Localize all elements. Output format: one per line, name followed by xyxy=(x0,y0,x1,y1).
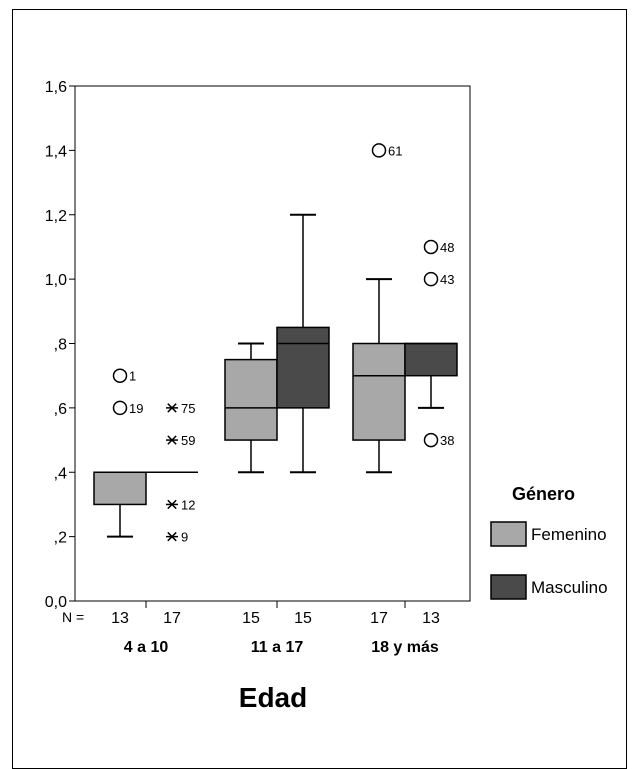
y-tick-label: ,8 xyxy=(54,337,67,354)
outlier-circle xyxy=(423,239,439,255)
outlier-star xyxy=(167,403,177,413)
y-tick-label: 1,0 xyxy=(45,272,67,289)
outlier-point: 61 xyxy=(371,143,402,158)
box-rect xyxy=(224,358,278,441)
outlier-point: 12 xyxy=(166,497,195,512)
outlier-circle xyxy=(112,368,128,383)
legend-label-masculino: Masculino xyxy=(531,578,608,597)
outlier-label: 48 xyxy=(440,240,454,255)
category-label: 11 a 17 xyxy=(251,639,304,656)
y-tick-label: ,4 xyxy=(54,465,67,482)
legend-swatch-masculino xyxy=(490,574,527,600)
outlier-point: 59 xyxy=(166,433,195,448)
outlier-label: 9 xyxy=(181,530,188,545)
y-tick-label: ,2 xyxy=(54,530,67,547)
legend-title: Género xyxy=(512,484,575,504)
legend-swatch-femenino xyxy=(490,521,527,547)
y-tick-label: ,6 xyxy=(54,401,67,418)
outlier-point: 48 xyxy=(423,239,454,255)
n-count-label: 13 xyxy=(111,610,129,627)
outlier-label: 75 xyxy=(181,401,195,416)
n-count-label: 13 xyxy=(422,610,440,627)
legend: Género Femenino Masculino xyxy=(490,484,608,600)
box-group xyxy=(93,213,458,538)
n-label: N = xyxy=(62,609,84,625)
box-masculino xyxy=(404,342,458,409)
outlier-label: 43 xyxy=(440,272,454,287)
outlier-circle xyxy=(112,400,128,416)
y-axis: 0,0 ,2 ,4 ,6 ,8 1,0 1,2 1,4 1,6 xyxy=(45,79,75,611)
outlier-group: 1 19 61 75 59 12 9 48 43 38 xyxy=(112,143,454,545)
n-count-label: 15 xyxy=(242,610,260,627)
box-femenino xyxy=(352,278,406,474)
y-tick-label: 1,4 xyxy=(45,143,67,160)
y-tick-label: 1,2 xyxy=(45,208,67,225)
outlier-point: 1 xyxy=(112,368,136,384)
box-femenino xyxy=(93,471,147,538)
n-count-label: 15 xyxy=(294,610,312,627)
outlier-point: 38 xyxy=(423,432,454,448)
box-rect xyxy=(276,326,330,409)
outlier-label: 12 xyxy=(181,497,195,512)
y-tick-label: 1,6 xyxy=(45,79,67,96)
outlier-star xyxy=(167,499,177,510)
legend-label-femenino: Femenino xyxy=(531,525,607,544)
outlier-point: 9 xyxy=(166,530,188,545)
box-rect xyxy=(404,342,458,377)
category-label: 4 a 10 xyxy=(124,639,169,656)
outlier-circle xyxy=(423,271,439,287)
outlier-label: 38 xyxy=(440,433,454,448)
outlier-point: 43 xyxy=(423,271,454,287)
n-count-label: 17 xyxy=(370,610,388,627)
outlier-circle xyxy=(371,143,387,158)
box-masculino xyxy=(276,213,330,474)
n-count-label: 17 xyxy=(163,610,181,627)
outlier-point: 19 xyxy=(112,400,143,416)
outlier-label: 19 xyxy=(129,401,143,416)
category-label: 18 y más xyxy=(371,639,439,656)
outlier-point: 75 xyxy=(166,401,195,416)
outlier-circle xyxy=(423,432,439,448)
outlier-label: 1 xyxy=(129,369,136,384)
box-rect xyxy=(93,471,147,506)
x-axis: 13 17 4 a 10 15 15 11 a 17 17 13 18 y más xyxy=(111,601,440,656)
outlier-label: 59 xyxy=(181,433,195,448)
x-axis-title: Edad xyxy=(239,682,307,713)
box-rect xyxy=(352,342,406,441)
box-femenino xyxy=(224,342,278,474)
outlier-star xyxy=(167,435,177,445)
outlier-star xyxy=(167,531,177,542)
y-tick-label: 0,0 xyxy=(45,594,67,611)
outlier-label: 61 xyxy=(388,143,402,158)
